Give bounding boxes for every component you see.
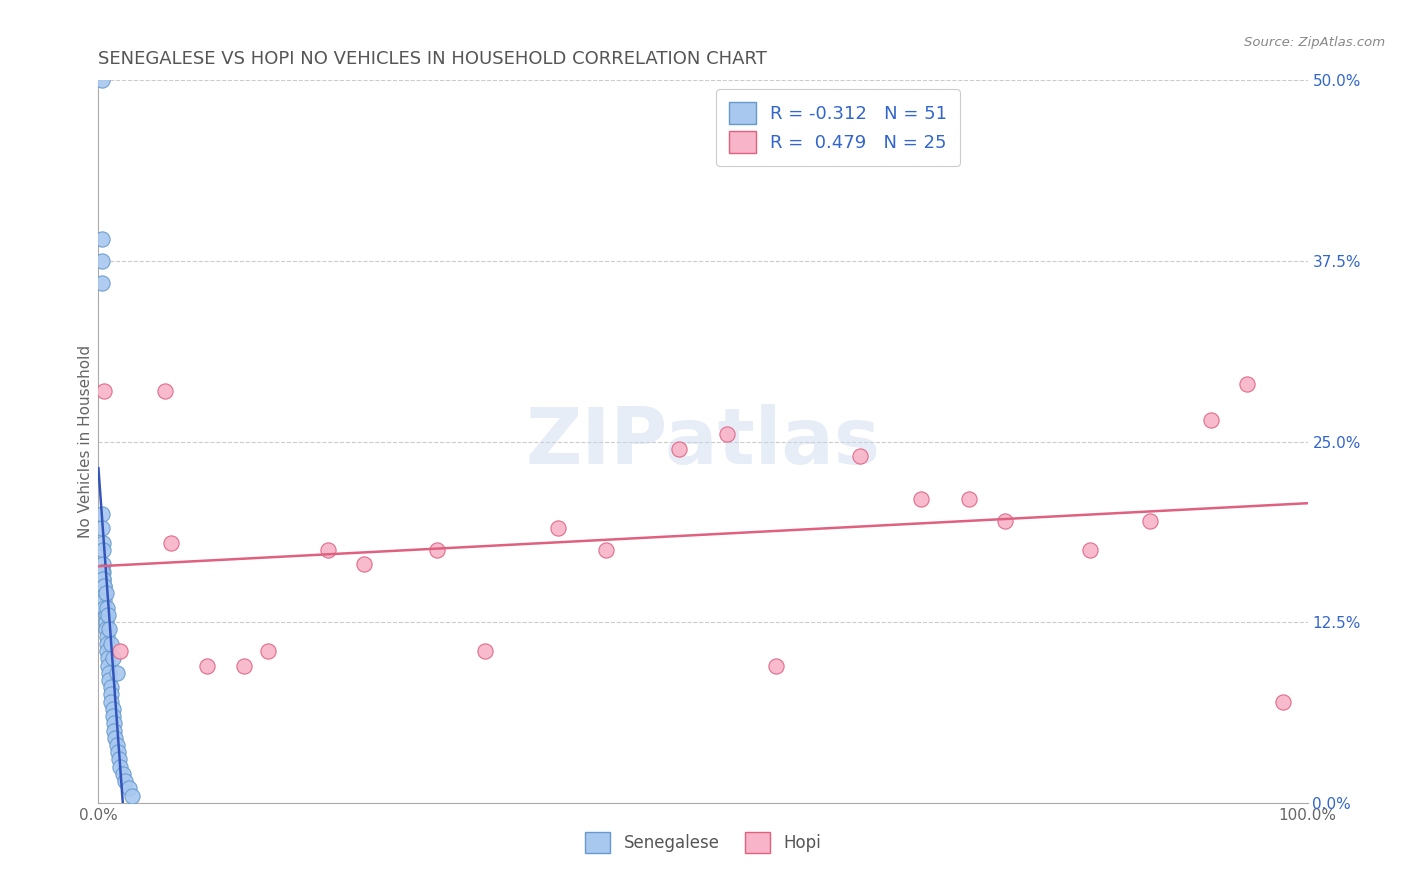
Point bbox=[100, 637, 122, 651]
Point bbox=[957, 492, 980, 507]
Point bbox=[96, 637, 118, 651]
Point bbox=[101, 702, 124, 716]
Point bbox=[91, 542, 114, 557]
Point bbox=[765, 658, 787, 673]
Point bbox=[595, 542, 617, 557]
Point bbox=[93, 579, 115, 593]
Point bbox=[91, 276, 114, 290]
Point bbox=[96, 630, 118, 644]
Point bbox=[93, 579, 115, 593]
Point bbox=[91, 73, 114, 87]
Point bbox=[100, 680, 122, 694]
Point bbox=[107, 745, 129, 759]
Text: Source: ZipAtlas.com: Source: ZipAtlas.com bbox=[1244, 36, 1385, 49]
Point bbox=[547, 521, 569, 535]
Point bbox=[716, 427, 738, 442]
Point bbox=[1199, 413, 1222, 427]
Point bbox=[91, 253, 114, 268]
Point bbox=[910, 492, 932, 507]
Point bbox=[256, 644, 278, 658]
Text: SENEGALESE VS HOPI NO VEHICLES IN HOUSEHOLD CORRELATION CHART: SENEGALESE VS HOPI NO VEHICLES IN HOUSEH… bbox=[98, 50, 768, 68]
Point bbox=[94, 615, 117, 630]
Point bbox=[93, 586, 115, 600]
Text: ZIPatlas: ZIPatlas bbox=[526, 403, 880, 480]
Point bbox=[105, 738, 128, 752]
Point bbox=[994, 514, 1017, 528]
Point bbox=[93, 593, 115, 607]
Point bbox=[93, 600, 115, 615]
Point bbox=[94, 586, 117, 600]
Point bbox=[426, 542, 449, 557]
Point bbox=[98, 623, 121, 637]
Point bbox=[103, 716, 125, 731]
Point bbox=[91, 572, 114, 586]
Point bbox=[91, 232, 114, 246]
Point bbox=[232, 658, 254, 673]
Point bbox=[1236, 376, 1258, 391]
Point bbox=[195, 658, 218, 673]
Point bbox=[97, 651, 120, 665]
Point bbox=[316, 542, 339, 557]
Point bbox=[91, 558, 114, 572]
Point bbox=[108, 760, 131, 774]
Point bbox=[94, 623, 117, 637]
Point bbox=[97, 607, 120, 622]
Point bbox=[108, 644, 131, 658]
Point bbox=[1139, 514, 1161, 528]
Point bbox=[100, 695, 122, 709]
Legend: Senegalese, Hopi: Senegalese, Hopi bbox=[579, 826, 827, 860]
Y-axis label: No Vehicles in Household: No Vehicles in Household bbox=[77, 345, 93, 538]
Point bbox=[91, 521, 114, 535]
Point bbox=[91, 507, 114, 521]
Point bbox=[160, 535, 183, 549]
Point bbox=[111, 767, 134, 781]
Point bbox=[121, 789, 143, 803]
Point bbox=[104, 731, 127, 745]
Point bbox=[105, 665, 128, 680]
Point bbox=[849, 449, 872, 463]
Point bbox=[96, 600, 118, 615]
Point bbox=[91, 572, 114, 586]
Point bbox=[97, 658, 120, 673]
Point bbox=[108, 752, 131, 766]
Point bbox=[98, 673, 121, 687]
Point bbox=[118, 781, 141, 796]
Point bbox=[93, 384, 115, 398]
Point bbox=[96, 644, 118, 658]
Point bbox=[1078, 542, 1101, 557]
Point bbox=[103, 723, 125, 738]
Point bbox=[94, 607, 117, 622]
Point bbox=[114, 774, 136, 789]
Point bbox=[153, 384, 176, 398]
Point bbox=[91, 565, 114, 579]
Point bbox=[353, 558, 375, 572]
Point bbox=[91, 535, 114, 549]
Point bbox=[668, 442, 690, 456]
Point bbox=[100, 687, 122, 701]
Point bbox=[101, 651, 124, 665]
Point bbox=[101, 709, 124, 723]
Point bbox=[474, 644, 496, 658]
Point bbox=[98, 665, 121, 680]
Point bbox=[1272, 695, 1295, 709]
Point bbox=[91, 565, 114, 579]
